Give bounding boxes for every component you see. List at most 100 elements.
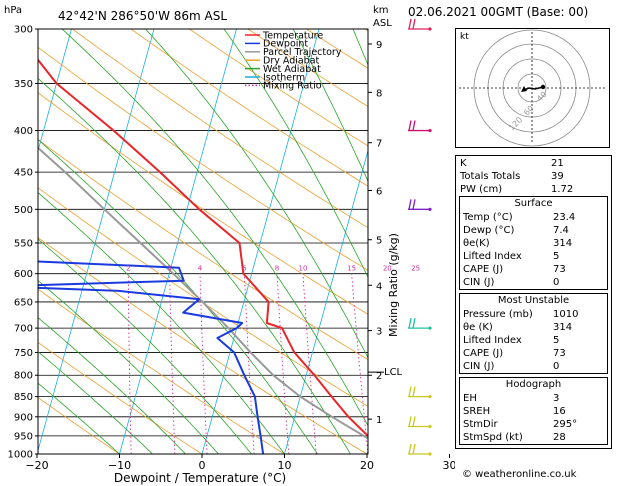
wind-barbs <box>408 18 432 456</box>
pressure-tick-label: 600 <box>14 269 33 280</box>
mixing-ratio-line <box>276 273 290 454</box>
wind-barb <box>408 443 432 456</box>
legend-label: Mixing Ratio <box>263 81 322 92</box>
wet-adiabat <box>145 29 368 359</box>
parcel-trajectory <box>38 146 368 440</box>
pressure-tick-label: 350 <box>14 79 33 90</box>
mixing-ratio-line <box>302 273 317 454</box>
dry-adiabat <box>38 288 285 454</box>
mixing-ratio-line <box>351 273 368 454</box>
wind-barb <box>408 199 432 211</box>
legend-label: Dry Adiabat <box>263 56 320 67</box>
wind-barb-flag <box>412 386 416 397</box>
dry-adiabat <box>424 29 456 454</box>
km-tick-label: 8 <box>376 88 382 99</box>
dry-adiabat <box>72 29 368 229</box>
table-row: Pressure (mb) 1010 <box>463 309 579 320</box>
mixing-ratio-label: 2 <box>126 265 130 273</box>
temperature-tick-label: 20 <box>360 459 374 472</box>
legend-label: Dewpoint <box>263 39 308 50</box>
mixing-ratio-label: 25 <box>411 265 420 273</box>
datetime-title: 02.06.2021 00GMT (Base: 00) <box>408 5 589 19</box>
table-row: θe (K) 314 <box>463 322 573 333</box>
surface-section: Surface Temp (°C) 23.4 Dewp (°C) 7.4 θe(K)… <box>459 196 608 290</box>
wet-adiabat <box>38 238 252 454</box>
dry-adiabat <box>38 237 368 454</box>
dry-adiabat <box>130 29 368 187</box>
wind-barb-flag <box>412 199 416 210</box>
wet-adiabat <box>38 351 153 454</box>
wind-barb-dot <box>428 395 432 399</box>
wet-adiabat <box>38 382 120 454</box>
km-label: km <box>373 5 389 16</box>
wet-adiabat <box>61 29 368 427</box>
mixing-ratio-axis-label: Mixing Ratio (g/kg) <box>387 233 400 337</box>
pressure-tick-label: 400 <box>14 126 33 137</box>
legend-label: Parcel Trajectory <box>263 47 342 58</box>
pressure-tick-label: 750 <box>14 348 33 359</box>
pressure-tick-label: 900 <box>14 412 33 423</box>
indices-table: K 21 Totals Totals 39 PW (cm) 1.72 Surface … <box>455 155 612 449</box>
table-row: StmSpd (kt) 28 <box>463 432 566 443</box>
temperature-tick-label: −20 <box>25 459 48 472</box>
hpa-label: hPa <box>4 5 22 16</box>
dry-adiabat <box>38 396 120 454</box>
mixing-ratio-label: 3 <box>167 265 171 273</box>
mixing-ratio-line <box>169 273 176 454</box>
most-unstable-title: Most Unstable <box>497 295 570 306</box>
wind-barb-flag <box>412 18 416 30</box>
dry-adiabat <box>38 139 368 361</box>
km-tick-label: 7 <box>376 139 382 150</box>
dry-adiabat <box>38 46 368 271</box>
wind-barb-flag <box>408 18 412 30</box>
hodograph-section: Hodograph EH 3 SREH 16 StmDir 295° StmSpd (… <box>459 377 608 445</box>
mixing-ratio-line <box>199 273 208 454</box>
temperature-tick-label: −10 <box>108 459 131 472</box>
dry-adiabat <box>38 341 203 454</box>
mixing-ratio-label: 4 <box>198 265 203 273</box>
mixing-ratio-line <box>243 273 255 454</box>
table-row: CIN (J) 0 <box>463 361 560 372</box>
wet-adiabat <box>38 77 351 454</box>
wind-barb-flag <box>408 416 412 427</box>
copyright: © weatheronline.co.uk <box>462 469 577 480</box>
wind-barb-flag <box>412 443 416 455</box>
hodograph-unit: kt <box>460 32 469 42</box>
legend-label: Temperature <box>262 30 323 41</box>
legend-label: Isotherm <box>263 72 305 83</box>
wet-adiabat <box>38 317 186 454</box>
wind-barb <box>408 386 432 399</box>
isotherm <box>284 149 368 454</box>
pressure-tick-label: 650 <box>14 297 33 308</box>
table-row: K 21 <box>460 158 564 169</box>
table-row: Temp (°C) 23.4 <box>463 212 576 223</box>
wind-barb-flag <box>408 443 412 455</box>
table-row: CAPE (J) 73 <box>463 348 566 359</box>
plot-frame <box>37 28 369 455</box>
wind-barb <box>408 18 432 31</box>
wind-barb-flag <box>412 416 416 427</box>
mixing-ratio-label: 10 <box>299 265 308 273</box>
wet-adiabat <box>38 139 318 454</box>
km-tick-label: 4 <box>376 281 382 292</box>
wind-barb-dot <box>428 27 432 31</box>
asl-label: ASL <box>373 18 392 29</box>
dry-adiabat <box>189 29 368 147</box>
temperature-tick-label: 30 <box>443 459 456 472</box>
table-row: Dewp (°C) 7.4 <box>463 225 569 236</box>
hodograph-title: Hodograph <box>505 379 562 390</box>
most-unstable-section: Most Unstable Pressure (mb) 1010 θe (K) 31… <box>459 293 608 374</box>
storm-motion-marker <box>521 86 527 92</box>
pressure-tick-label: 450 <box>14 168 33 179</box>
pressure-tick-label: 850 <box>14 392 33 403</box>
skew-t-chart: hPa 42°42'N 286°50'W 86m ASL km ASL 2 3 4 6… <box>4 5 456 485</box>
km-tick-label: 1 <box>376 415 382 426</box>
lcl-label: LCL <box>384 367 403 378</box>
km-tick-label: 6 <box>376 186 382 197</box>
table-row: CAPE (J) 73 <box>463 264 566 275</box>
wet-adiabat <box>292 29 368 183</box>
table-row: StmDir 295° <box>463 419 578 430</box>
wet-adiabat <box>38 279 219 454</box>
pressure-tick-label: 300 <box>14 25 33 36</box>
